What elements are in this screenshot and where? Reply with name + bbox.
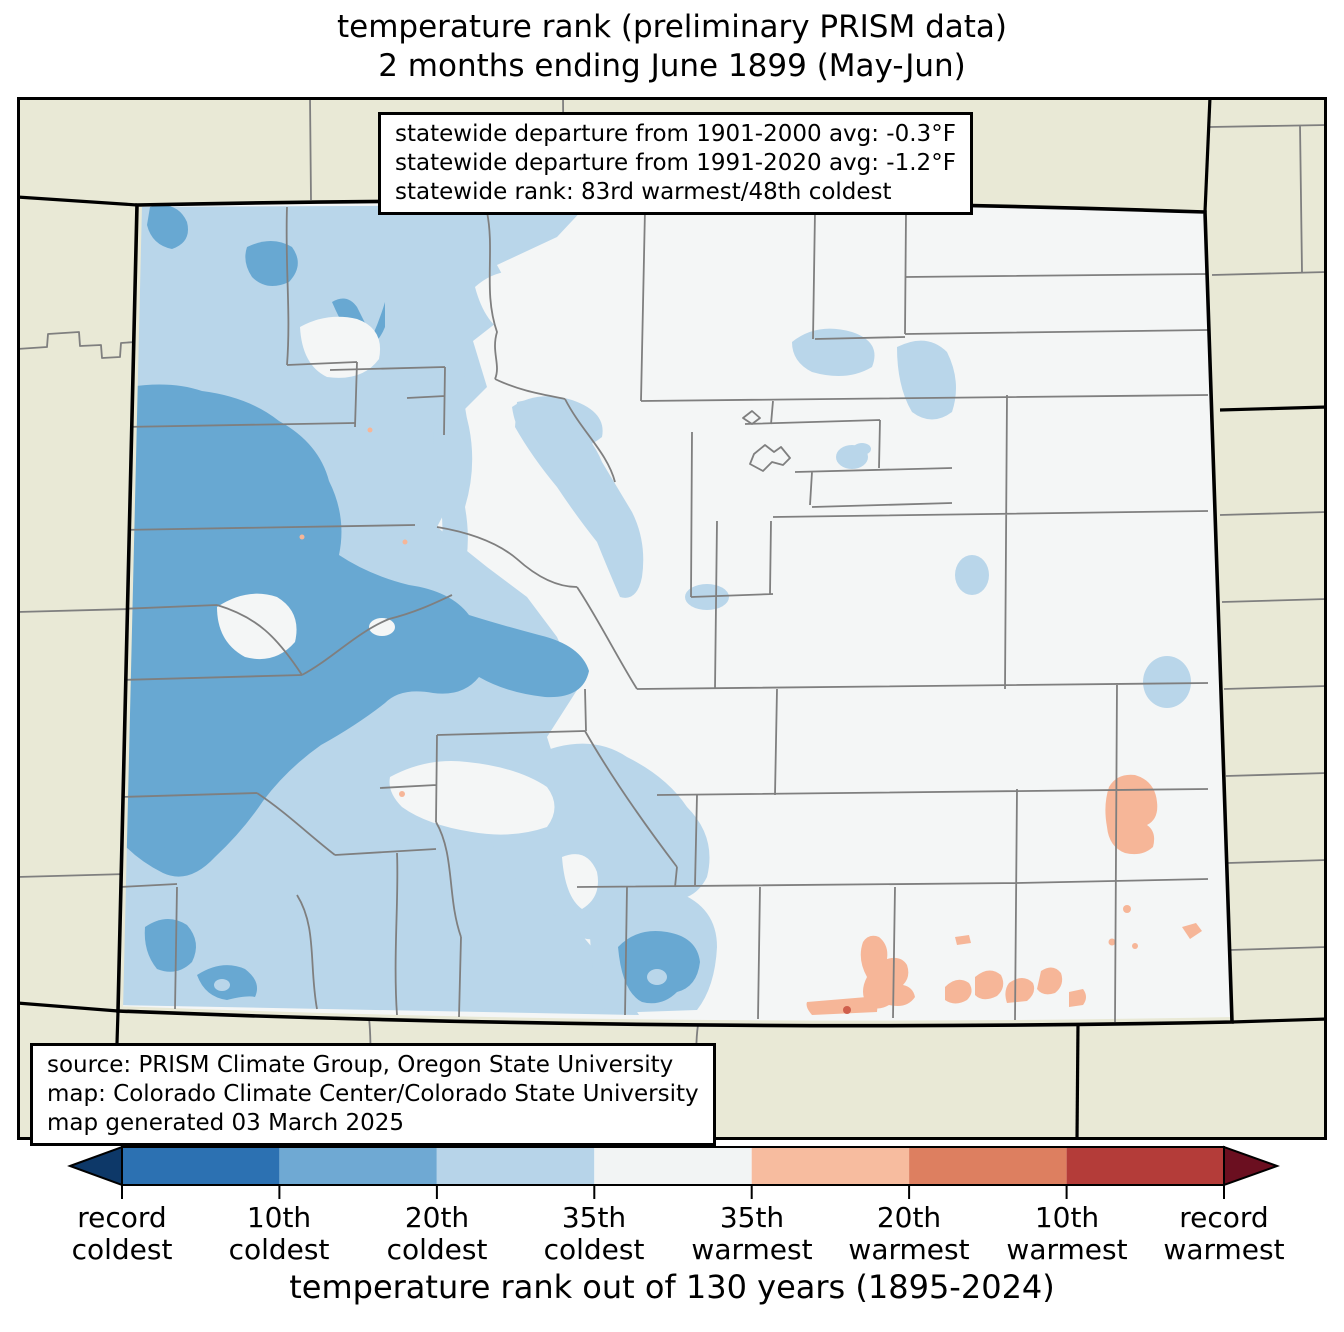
legend-label-20th-coldest: 20th coldest [386,1201,488,1266]
legend-segment-neutral [594,1147,752,1185]
source-attribution-box: source: PRISM Climate Group, Oregon Stat… [30,1043,716,1146]
source-line-3: map generated 03 March 2025 [47,1110,405,1136]
map-svg [16,96,1328,1141]
stats-line-1: statewide departure from 1901-2000 avg: … [395,121,956,147]
stats-line-3: statewide rank: 83rd warmest/48th coldes… [395,179,892,205]
legend-label-record-coldest: record coldest [71,1201,173,1266]
figure-title-line2: 2 months ending June 1899 (May-Jun) [378,48,966,84]
legend-ticks [121,1185,1225,1199]
legend-bar-outline [121,1146,1225,1186]
statewide-stats-box: statewide departure from 1901-2000 avg: … [378,112,973,215]
legend-colorbar [67,1145,1280,1199]
colorado-county-lines [119,206,1209,1023]
colorado-map [16,96,1328,1141]
outside-state-borders [16,96,1328,1141]
source-line-2: map: Colorado Climate Center/Colorado St… [47,1081,699,1107]
legend-label-record-warmest: record warmest [1163,1201,1285,1266]
legend-label-10th-warmest: 10th warmest [1006,1201,1128,1266]
legend-label-35th-warmest: 35th warmest [691,1201,813,1266]
figure-title-line1: temperature rank (preliminary PRISM data… [336,9,1007,45]
legend-caption: temperature rank out of 130 years (1895-… [289,1268,1055,1306]
legend-segment-coldest-35 [436,1147,595,1185]
legend-label-35th-coldest: 35th coldest [543,1201,645,1266]
legend-segment-warmest-35 [751,1147,910,1185]
legend-segment-coldest-10 [122,1147,280,1185]
record-coldest-arrow [67,1145,123,1187]
legend-segment-coldest-20 [279,1147,437,1185]
source-line-1: source: PRISM Climate Group, Oregon Stat… [47,1052,674,1078]
stats-line-2: statewide departure from 1991-2020 avg: … [395,150,956,176]
legend-label-20th-warmest: 20th warmest [848,1201,970,1266]
rank-field [118,204,1232,1026]
legend-segment-warmest-20 [909,1147,1067,1185]
figure-title: temperature rank (preliminary PRISM data… [0,8,1344,86]
legend-label-10th-coldest: 10th coldest [228,1201,330,1266]
record-warmest-arrow [1223,1145,1280,1187]
legend-segment-warmest-10 [1066,1147,1224,1185]
